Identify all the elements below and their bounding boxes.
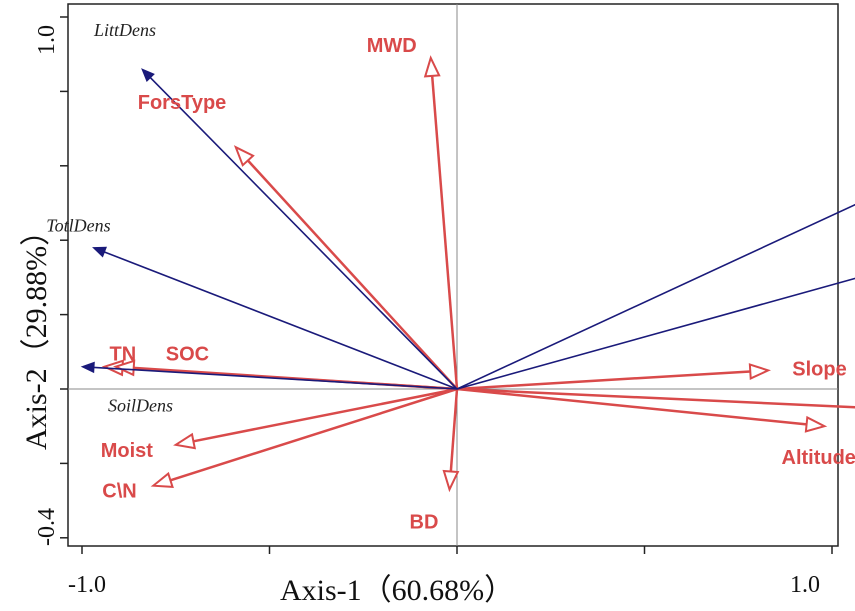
arrowhead — [112, 359, 136, 377]
arrowhead — [804, 415, 828, 433]
label-bd: BD — [410, 511, 439, 533]
vector-line — [246, 159, 458, 390]
vector-age — [456, 387, 855, 409]
x-tick-right: 1.0 — [790, 572, 820, 598]
vector-totldens — [92, 246, 458, 390]
vector-littdens — [141, 68, 458, 390]
y-axis-title: Axis-2（29.88%） — [20, 216, 53, 450]
vector-c-n — [150, 387, 458, 489]
vector-line — [449, 388, 459, 472]
x-tick-left: -1.0 — [68, 572, 106, 598]
vector-slope — [456, 363, 772, 391]
vector-line — [456, 387, 855, 409]
vector-rootdens — [456, 277, 855, 390]
label-c-n: C\N — [102, 481, 136, 503]
vector-line — [104, 251, 458, 390]
arrowhead — [80, 361, 95, 374]
vector-altitude — [456, 387, 828, 433]
arrowhead — [173, 432, 197, 450]
x-axis-title: Axis-1（60.68%） — [280, 574, 514, 607]
arrowhead — [92, 246, 107, 258]
vector-bd — [442, 388, 460, 493]
label-mwd: MWD — [367, 35, 417, 57]
arrowhead — [442, 469, 460, 493]
arrowhead — [423, 55, 441, 78]
vector-mwd — [423, 55, 459, 390]
vector-line — [456, 387, 807, 426]
vector-line — [456, 203, 855, 390]
y-tick-top: 1.0 — [34, 25, 60, 55]
vector-line — [456, 277, 855, 390]
label-tn: TN — [110, 344, 137, 366]
vector-plandens — [456, 203, 855, 390]
ticks — [60, 16, 833, 554]
plot-frame — [67, 3, 839, 547]
label-altitude: Altitude — [782, 447, 855, 469]
label-slope: Slope — [792, 358, 846, 380]
vector-line — [149, 77, 458, 390]
arrowhead — [150, 471, 174, 489]
label-littdens: LittDens — [93, 20, 156, 40]
label-moist: Moist — [101, 440, 154, 462]
label-soildens: SoilDens — [108, 396, 173, 416]
vector-line — [93, 366, 458, 390]
vector-line — [430, 75, 459, 390]
arrowhead — [141, 68, 155, 83]
vector-labels: MWDForsTypeTNSOCSlopeAgeAltitudeBDMoistC… — [46, 20, 855, 533]
y-tick-bottom: -0.4 — [34, 508, 60, 546]
vector-forstype — [233, 145, 458, 390]
vector-line — [170, 387, 458, 482]
vector-line — [193, 387, 458, 443]
vector-soildens — [80, 361, 458, 390]
arrowhead — [748, 363, 772, 380]
label-forstype: ForsType — [138, 92, 227, 114]
arrowhead — [233, 145, 255, 167]
vector-line — [456, 370, 751, 391]
vectors — [80, 55, 855, 493]
label-soc: SOC — [166, 344, 209, 366]
vector-moist — [173, 387, 458, 450]
label-totldens: TotlDens — [46, 216, 110, 236]
